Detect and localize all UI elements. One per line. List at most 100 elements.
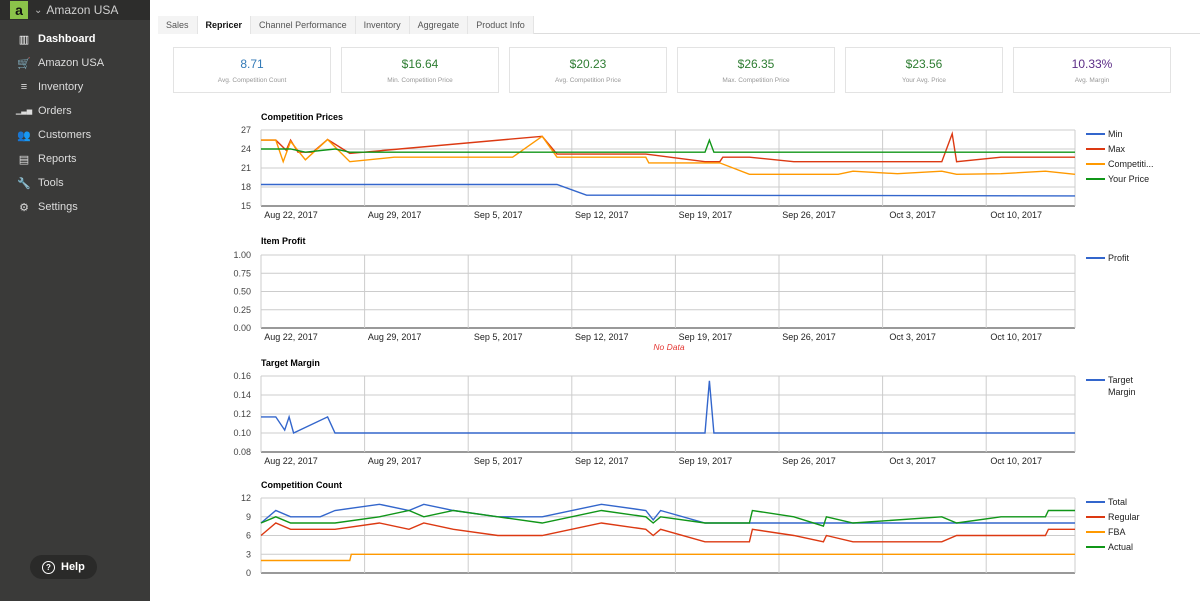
y-tick-label: 1.00 bbox=[233, 250, 251, 260]
kpi-card: $16.64 Min. Competition Price bbox=[341, 47, 499, 93]
list-icon: ≡ bbox=[20, 81, 28, 93]
x-tick-label: Oct 3, 2017 bbox=[889, 456, 936, 466]
tab-bar: Sales Repricer Channel Performance Inventor… bbox=[158, 16, 1200, 34]
x-tick-label: Aug 22, 2017 bbox=[264, 456, 318, 466]
x-tick-label: Aug 29, 2017 bbox=[368, 456, 422, 466]
legend-label: Margin bbox=[1108, 387, 1136, 397]
x-tick-label: Sep 5, 2017 bbox=[474, 210, 523, 220]
kpi-value: 10.33% bbox=[1071, 56, 1113, 71]
x-tick-label: Oct 10, 2017 bbox=[990, 210, 1042, 220]
competition-count-series-totalline bbox=[260, 503, 1075, 524]
y-tick-label: 0.50 bbox=[233, 287, 251, 297]
chevron-down-icon: ⌄ bbox=[34, 4, 43, 16]
kpi-label: Min. Competition Price bbox=[387, 76, 453, 84]
x-tick-label: Sep 26, 2017 bbox=[782, 456, 836, 466]
target-margin-series-target-marginline bbox=[261, 380, 1075, 434]
sidebar-item-label: Reports bbox=[38, 153, 77, 165]
tab-inventory[interactable]: Inventory bbox=[355, 16, 410, 34]
kpi-card: $26.35 Max. Competition Price bbox=[677, 47, 835, 93]
help-button[interactable]: ? Help bbox=[30, 555, 97, 579]
legend-label: Competiti... bbox=[1108, 159, 1154, 169]
competition-prices-series-your-priceline bbox=[261, 138, 1075, 153]
sidebar-item-label: Tools bbox=[38, 177, 64, 189]
wrench-icon: 🔧 bbox=[17, 177, 31, 190]
y-tick-label: 0 bbox=[246, 568, 251, 578]
y-tick-label: 0.10 bbox=[233, 428, 251, 438]
sidebar: a ⌄ Amazon USA ▥ Dashboard 🛒 Amazon USA ≡ Inv… bbox=[0, 0, 150, 601]
amazon-logo-icon: a bbox=[10, 1, 28, 19]
y-tick-label: 0.00 bbox=[233, 323, 251, 333]
tab-channel-performance[interactable]: Channel Performance bbox=[251, 16, 356, 34]
kpi-value: $16.64 bbox=[401, 56, 439, 71]
x-tick-label: Aug 29, 2017 bbox=[368, 210, 422, 220]
target-margin-title: Target Margin bbox=[261, 358, 320, 368]
legend-label: Total bbox=[1108, 497, 1127, 507]
tab-repricer[interactable]: Repricer bbox=[197, 16, 252, 34]
x-tick-label: Sep 12, 2017 bbox=[575, 210, 629, 220]
kpi-value: $20.23 bbox=[569, 56, 607, 71]
item-profit-title: Item Profit bbox=[261, 236, 306, 246]
competition-prices-series-maxline bbox=[261, 131, 1075, 163]
question-icon: ? bbox=[42, 560, 55, 574]
sidebar-item-reports[interactable]: ▤ Reports bbox=[0, 147, 150, 171]
y-tick-label: 0.25 bbox=[233, 305, 251, 315]
sidebar-item-inventory[interactable]: ≡ Inventory bbox=[0, 75, 150, 99]
cart-icon: 🛒 bbox=[17, 57, 31, 70]
legend-label: FBA bbox=[1108, 527, 1126, 537]
gear-icon: ⚙ bbox=[19, 201, 29, 214]
x-tick-label: Sep 5, 2017 bbox=[474, 332, 523, 342]
competition-prices-series-competiti-line bbox=[261, 135, 1076, 176]
competition-prices-series-minline bbox=[261, 183, 1076, 197]
tab-product-info[interactable]: Product Info bbox=[468, 16, 534, 34]
x-tick-label: Oct 3, 2017 bbox=[889, 210, 936, 220]
sidebar-item-customers[interactable]: 👥 Customers bbox=[0, 123, 150, 147]
y-tick-label: 0.08 bbox=[233, 447, 251, 457]
tab-sales[interactable]: Sales bbox=[158, 16, 198, 34]
x-tick-label: Oct 10, 2017 bbox=[990, 332, 1042, 342]
kpi-card: $23.56 Your Avg. Price bbox=[845, 47, 1003, 93]
competition-count-series-regularline bbox=[260, 522, 1075, 543]
kpi-card: 10.33% Avg. Margin bbox=[1013, 47, 1171, 93]
x-tick-label: Sep 5, 2017 bbox=[474, 456, 523, 466]
kpi-label: Your Avg. Price bbox=[901, 76, 947, 84]
legend-label: Your Price bbox=[1108, 174, 1149, 184]
y-tick-label: 27 bbox=[241, 125, 251, 135]
sidebar-item-tools[interactable]: 🔧 Tools bbox=[0, 171, 150, 195]
x-tick-label: Sep 12, 2017 bbox=[575, 456, 629, 466]
kpi-value: $26.35 bbox=[737, 56, 775, 71]
kpi-label: Avg. Competition Count bbox=[217, 76, 287, 84]
sidebar-item-label: Inventory bbox=[38, 81, 84, 93]
y-tick-label: 0.14 bbox=[233, 390, 251, 400]
legend-label: Regular bbox=[1108, 512, 1140, 522]
kpi-value: $23.56 bbox=[905, 56, 943, 71]
sidebar-item-label: Customers bbox=[38, 129, 92, 141]
y-tick-label: 9 bbox=[246, 512, 251, 522]
competition-prices-title: Competition Prices bbox=[261, 112, 343, 122]
tab-aggregate[interactable]: Aggregate bbox=[409, 16, 469, 34]
y-tick-label: 12 bbox=[241, 493, 251, 503]
bars-icon: ▁▃▅ bbox=[15, 108, 33, 115]
competition-count-title: Competition Count bbox=[261, 480, 342, 490]
x-tick-label: Sep 19, 2017 bbox=[679, 332, 733, 342]
brand-switcher[interactable]: a ⌄ Amazon USA bbox=[0, 0, 150, 20]
kpi-label: Avg. Competition Price bbox=[555, 76, 621, 84]
sidebar-item-settings[interactable]: ⚙ Settings bbox=[0, 195, 150, 219]
x-tick-label: Oct 3, 2017 bbox=[889, 332, 936, 342]
sidebar-item-label: Dashboard bbox=[38, 33, 96, 45]
sidebar-item-amazon-usa[interactable]: 🛒 Amazon USA bbox=[0, 51, 150, 75]
sidebar-item-orders[interactable]: ▁▃▅ Orders bbox=[0, 99, 150, 123]
help-label: Help bbox=[61, 561, 85, 573]
kpi-row: 8.71 Avg. Competition Count $16.64 Min. Com… bbox=[173, 47, 1171, 93]
sidebar-item-label: Orders bbox=[38, 105, 72, 117]
y-tick-label: 21 bbox=[241, 163, 251, 173]
kpi-label: Max. Competition Price bbox=[722, 76, 790, 84]
sidebar-item-dashboard[interactable]: ▥ Dashboard bbox=[0, 27, 150, 51]
kpi-card: $20.23 Avg. Competition Price bbox=[509, 47, 667, 93]
y-tick-label: 6 bbox=[246, 531, 251, 541]
kpi-card: 8.71 Avg. Competition Count bbox=[173, 47, 331, 93]
x-tick-label: Sep 26, 2017 bbox=[782, 210, 836, 220]
x-tick-label: Aug 29, 2017 bbox=[368, 332, 422, 342]
y-tick-label: 15 bbox=[241, 201, 251, 211]
users-icon: 👥 bbox=[17, 129, 31, 142]
